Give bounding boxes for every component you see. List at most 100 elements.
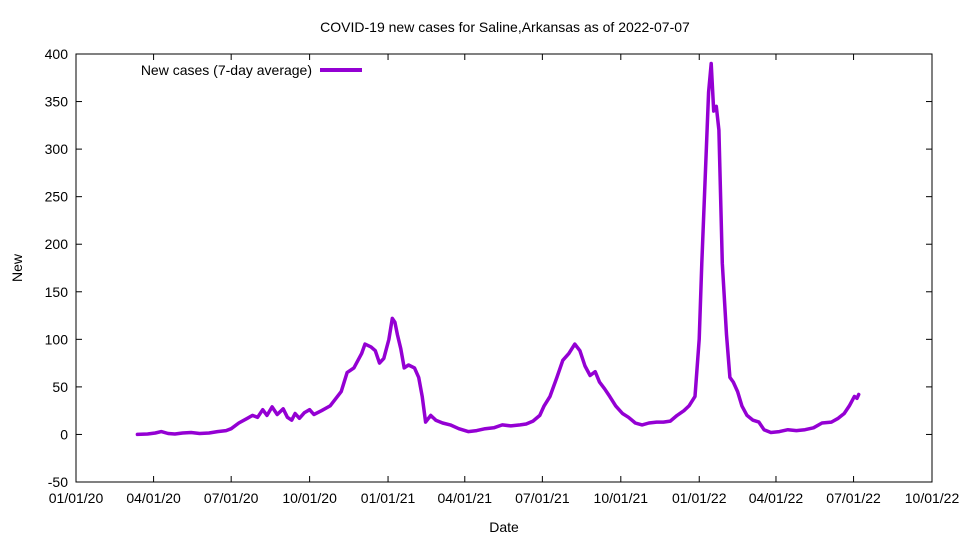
x-tick-label: 01/01/22 xyxy=(672,490,727,506)
data-point xyxy=(475,429,478,432)
data-point xyxy=(837,417,839,420)
data-point xyxy=(424,421,427,423)
data-point xyxy=(821,422,823,424)
data-point xyxy=(830,421,833,423)
data-point xyxy=(634,422,637,424)
data-point xyxy=(383,357,385,360)
x-tick-label: 04/01/21 xyxy=(438,490,493,506)
y-axis: -50 0 50 100 150 200 250 300 350 400 xyxy=(45,46,932,490)
data-point xyxy=(238,422,240,424)
data-point xyxy=(729,376,731,379)
x-tick-label: 10/01/22 xyxy=(905,490,960,506)
data-point xyxy=(579,349,581,352)
x-axis-label: Date xyxy=(489,519,519,535)
data-point xyxy=(721,262,724,265)
data-point xyxy=(413,367,416,369)
data-point xyxy=(694,395,696,398)
data-point xyxy=(510,425,512,427)
data-point xyxy=(770,431,772,434)
data-point xyxy=(648,422,650,424)
x-tick-label: 10/01/21 xyxy=(594,490,649,506)
x-tick-label: 01/01/20 xyxy=(49,490,104,506)
data-point xyxy=(335,397,337,400)
data-point xyxy=(146,433,149,435)
data-point xyxy=(174,433,176,435)
data-point xyxy=(136,433,139,436)
data-point xyxy=(374,349,377,352)
data-point xyxy=(598,381,601,383)
data-point xyxy=(441,422,444,424)
data-point xyxy=(370,346,372,348)
data-point xyxy=(388,338,390,341)
x-tick-label: 04/01/22 xyxy=(749,490,804,506)
legend: New cases (7-day average) xyxy=(141,62,362,78)
data-point xyxy=(181,432,184,434)
data-point xyxy=(429,414,432,417)
data-point xyxy=(594,370,596,373)
data-point xyxy=(308,408,311,411)
data-point xyxy=(266,414,268,417)
data-point xyxy=(458,427,460,430)
y-tick-label: 400 xyxy=(45,46,69,62)
data-point xyxy=(589,374,591,377)
data-point xyxy=(857,393,860,396)
data-point xyxy=(467,430,470,433)
data-point xyxy=(276,413,279,416)
data-point xyxy=(795,429,798,432)
data-point xyxy=(160,430,163,433)
x-tick-label: 07/01/22 xyxy=(826,490,881,506)
data-point xyxy=(843,412,845,415)
data-point xyxy=(400,348,402,350)
data-point xyxy=(303,411,306,414)
data-point xyxy=(662,421,665,423)
data-point xyxy=(246,417,249,420)
data-point xyxy=(778,430,781,433)
y-tick-label: 0 xyxy=(60,426,68,442)
data-point xyxy=(501,424,504,426)
data-point xyxy=(676,414,678,417)
data-point xyxy=(758,421,760,423)
data-point xyxy=(718,129,720,131)
y-tick-label: 50 xyxy=(52,379,68,395)
data-point xyxy=(848,405,851,407)
legend-label: New cases (7-day average) xyxy=(141,62,312,78)
data-point xyxy=(340,390,343,393)
data-point xyxy=(603,388,606,390)
y-tick-label: 350 xyxy=(45,94,69,110)
data-point xyxy=(190,431,192,434)
data-point xyxy=(641,424,643,426)
data-point xyxy=(525,423,527,425)
data-point xyxy=(407,364,410,366)
data-point xyxy=(741,405,743,407)
data-point xyxy=(655,421,658,423)
x-tick-label: 10/01/20 xyxy=(282,490,337,506)
data-point xyxy=(167,432,169,435)
data-point xyxy=(154,432,157,434)
data-point xyxy=(710,62,712,65)
y-tick-label: 250 xyxy=(45,189,69,205)
data-point xyxy=(313,413,315,416)
data-point xyxy=(435,419,437,422)
data-point xyxy=(712,110,715,112)
data-point xyxy=(294,412,296,415)
data-point xyxy=(562,359,564,362)
x-tick-label: 01/01/21 xyxy=(361,490,416,506)
data-point xyxy=(532,420,534,422)
data-point xyxy=(725,333,728,336)
data-point xyxy=(688,405,690,407)
data-point xyxy=(568,352,570,355)
y-tick-label: 200 xyxy=(45,236,69,252)
data-point xyxy=(763,428,765,431)
data-point xyxy=(574,343,576,345)
data-point xyxy=(403,367,406,369)
data-point xyxy=(394,321,396,324)
data-point xyxy=(556,376,558,379)
data-point xyxy=(614,405,617,407)
data-point xyxy=(853,395,856,398)
data-point xyxy=(701,262,703,265)
data-point xyxy=(493,427,495,429)
data-point xyxy=(621,412,624,415)
data-point xyxy=(271,406,273,408)
data-point xyxy=(732,381,735,383)
